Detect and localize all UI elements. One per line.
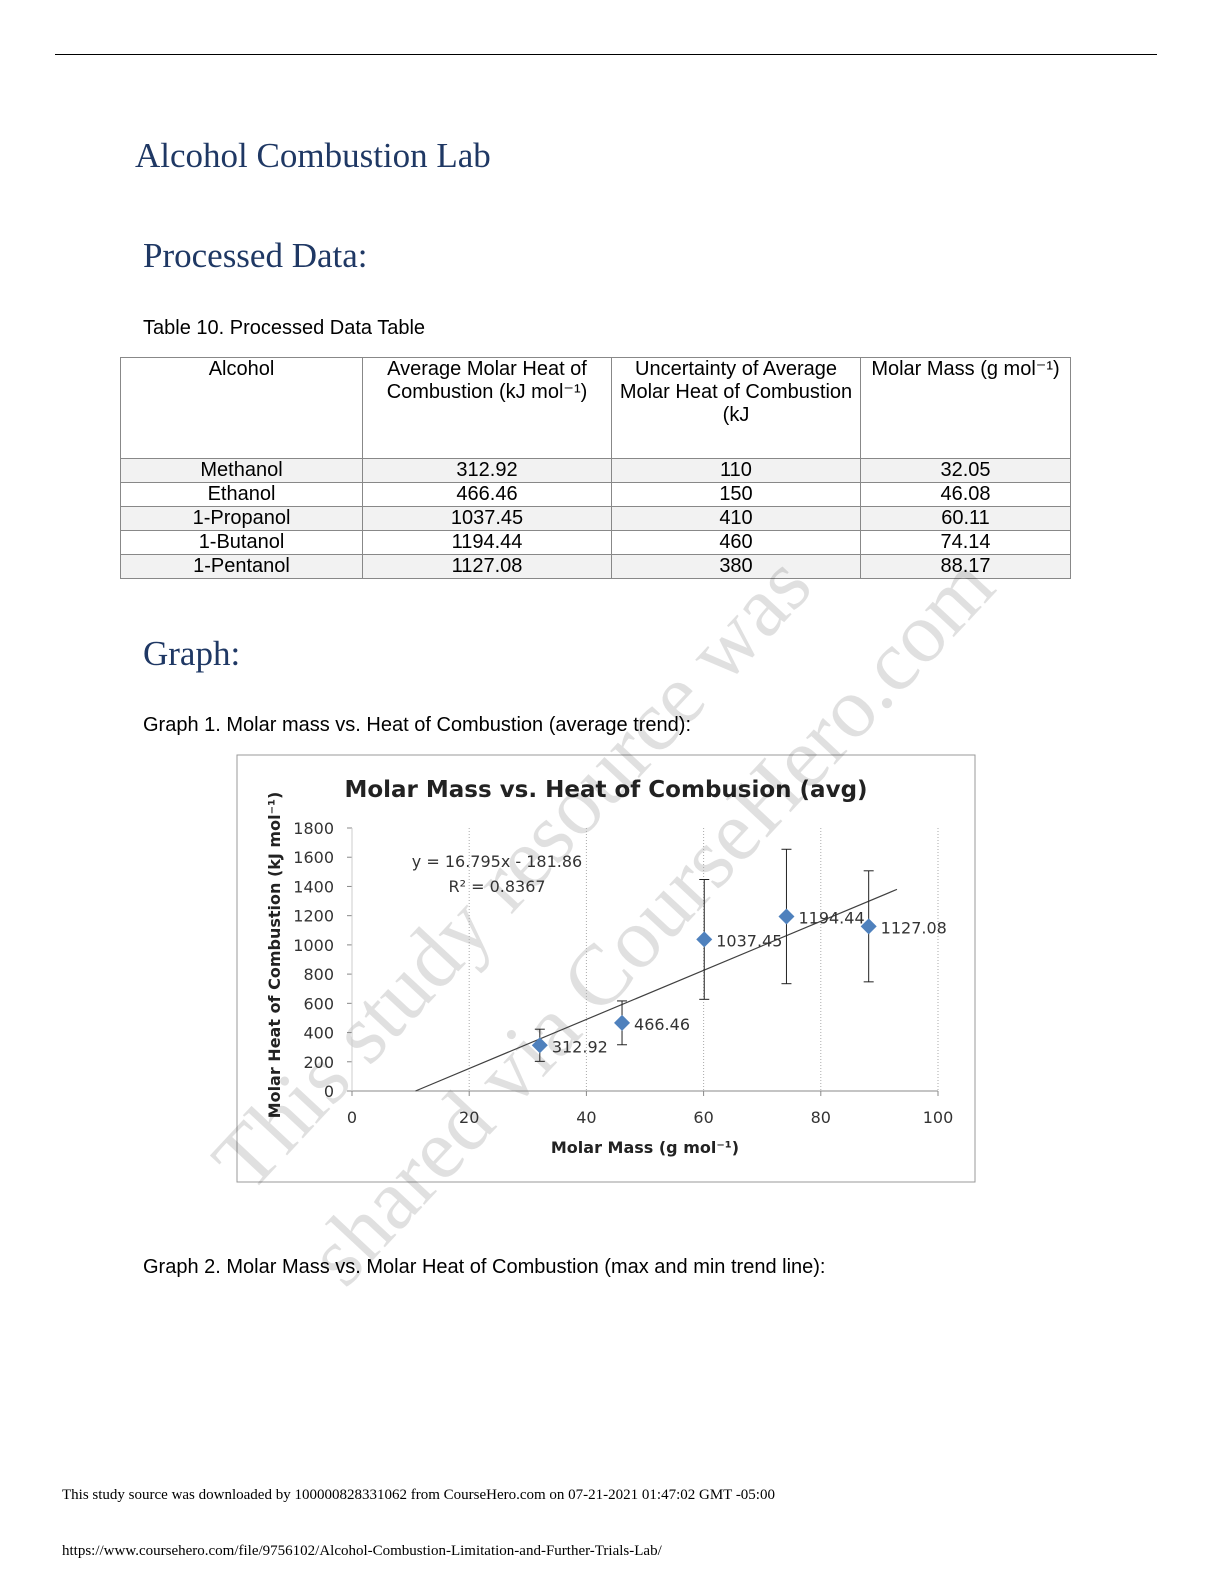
header-rule	[55, 54, 1157, 55]
table-row: 1-Butanol 1194.44 460 74.14	[120, 530, 1071, 555]
x-axis-label: Molar Mass (g mol⁻¹)	[551, 1138, 739, 1157]
y-tick-label: 400	[303, 1024, 334, 1043]
x-tick-label: 100	[923, 1108, 954, 1127]
y-tick-label: 0	[324, 1082, 334, 1101]
chart-frame	[236, 754, 976, 1183]
x-tick-label: 80	[811, 1108, 831, 1127]
data-label: 1194.44	[798, 908, 864, 927]
graph-caption: Graph 2. Molar Mass vs. Molar Heat of Co…	[143, 1256, 826, 1278]
table-header-cell: Uncertainty of Average Molar Heat of Com…	[611, 357, 861, 459]
trendline-annotation: R² = 0.8367	[448, 877, 545, 896]
table-cell: Ethanol	[120, 482, 363, 507]
table-cell: 1-Propanol	[120, 506, 363, 531]
y-tick-label: 200	[303, 1053, 334, 1072]
data-point	[531, 1037, 548, 1054]
doc-title: Alcohol Combustion Lab	[135, 136, 491, 175]
table-cell: 1127.08	[362, 554, 612, 579]
table-row: 1-Propanol 1037.45 410 60.11	[120, 506, 1071, 531]
data-table: Alcohol Average Molar Heat of Combustion …	[120, 357, 1071, 579]
x-tick-label: 40	[576, 1108, 596, 1127]
data-point	[696, 931, 713, 948]
y-tick-label: 1200	[293, 907, 334, 926]
y-axis-label: Molar Heat of Combustion (kJ mol⁻¹)	[265, 792, 284, 1119]
table-cell: 32.05	[860, 458, 1071, 483]
y-tick-label: 600	[303, 994, 334, 1013]
x-tick-label: 20	[459, 1108, 479, 1127]
section-heading: Graph:	[143, 634, 241, 673]
y-tick-label: 1800	[293, 819, 334, 838]
data-point	[860, 918, 877, 935]
trendline-annotation: y = 16.795x - 181.86	[412, 852, 582, 871]
table-cell: 466.46	[362, 482, 612, 507]
data-label: 1127.08	[881, 918, 947, 937]
trendline	[415, 888, 898, 1092]
table-row: 1-Pentanol 1127.08 380 88.17	[120, 554, 1071, 579]
table-header-cell: Molar Mass (g mol⁻¹)	[860, 357, 1071, 459]
table-header-cell: Alcohol	[120, 357, 363, 459]
footer-text: This study source was downloaded by 1000…	[62, 1487, 775, 1503]
table-header-cell: Average Molar Heat of Combustion (kJ mol…	[362, 357, 612, 459]
table-cell: 60.11	[860, 506, 1071, 531]
table-cell: 410	[611, 506, 861, 531]
table-cell: 74.14	[860, 530, 1071, 555]
data-label: 312.92	[552, 1037, 608, 1056]
table-cell: 110	[611, 458, 861, 483]
x-tick-label: 0	[347, 1108, 357, 1127]
table-caption: Table 10. Processed Data Table	[143, 317, 426, 339]
graph-caption: Graph 1. Molar mass vs. Heat of Combusti…	[143, 714, 692, 736]
table-cell: 1194.44	[362, 530, 612, 555]
data-label: 1037.45	[716, 931, 782, 950]
table-cell: 1-Pentanol	[120, 554, 363, 579]
table-row: Methanol 312.92 110 32.05	[120, 458, 1071, 483]
table-cell: 150	[611, 482, 861, 507]
table-cell: 312.92	[362, 458, 612, 483]
chart-title: Molar Mass vs. Heat of Combusion (avg)	[344, 777, 867, 803]
table-row: Ethanol 466.46 150 46.08	[120, 482, 1071, 507]
section-heading: Processed Data:	[143, 236, 368, 275]
data-point	[614, 1014, 631, 1031]
x-tick-label: 60	[693, 1108, 713, 1127]
table-cell: 88.17	[860, 554, 1071, 579]
y-tick-label: 1400	[293, 877, 334, 896]
y-tick-label: 800	[303, 965, 334, 984]
table-cell: 380	[611, 554, 861, 579]
data-point	[778, 908, 795, 925]
table-cell: 1037.45	[362, 506, 612, 531]
y-tick-label: 1000	[293, 936, 334, 955]
data-label: 466.46	[634, 1015, 690, 1034]
y-tick-label: 1600	[293, 848, 334, 867]
footer-url: https://www.coursehero.com/file/9756102/…	[62, 1543, 662, 1559]
